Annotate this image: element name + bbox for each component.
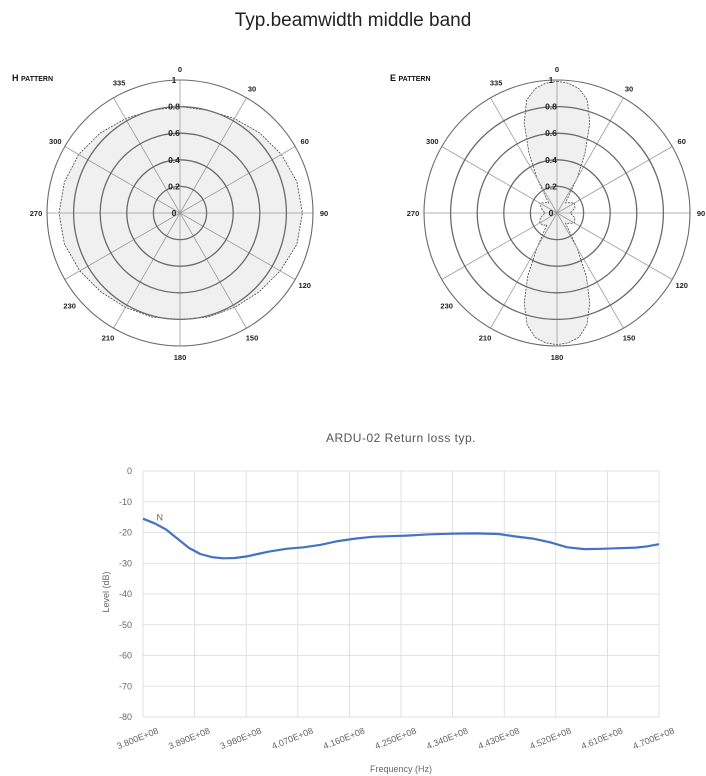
e-angle-tick: 90 — [697, 209, 705, 218]
e-angle-tick: 335 — [490, 78, 503, 87]
h-spoke — [179, 97, 247, 214]
h-pattern-label: H PATTERN — [12, 73, 53, 83]
y-tick-label: -60 — [119, 651, 132, 661]
h-spoke — [179, 212, 247, 329]
h-angle-tick: 120 — [298, 281, 311, 290]
e-angle-tick: 0 — [555, 65, 559, 74]
marker-annotation: N — [156, 512, 163, 522]
y-tick-label: -80 — [119, 712, 132, 722]
h-ring — [46, 79, 314, 347]
page-title: Typ.beamwidth middle band — [234, 10, 472, 31]
h-angle-tick: 0 — [178, 65, 182, 74]
e-spoke — [556, 97, 624, 214]
y-tick-label: -40 — [119, 589, 132, 599]
h-ring — [99, 132, 261, 294]
e-angle-tick: 230 — [440, 302, 453, 311]
e-angle-tick: 210 — [479, 334, 492, 343]
h-angle-tick: 210 — [102, 334, 115, 343]
h-spoke — [64, 212, 181, 280]
e-radial-label: 1 — [549, 75, 554, 85]
e-spoke — [556, 212, 673, 280]
x-tick-label: 4.520E+08 — [528, 726, 572, 752]
h-angle-tick: 30 — [248, 84, 256, 93]
e-radial-label: 0.8 — [545, 102, 557, 112]
e-angle-tick: 270 — [407, 209, 420, 218]
h-radial-label: 1 — [172, 75, 177, 85]
h-ring — [152, 185, 208, 241]
x-tick-label: 4.340E+08 — [425, 726, 469, 752]
y-tick-label: -20 — [119, 528, 132, 538]
h-spoke — [64, 146, 181, 214]
e-spoke — [441, 146, 558, 214]
e-angle-tick: 150 — [623, 334, 636, 343]
e-ring — [476, 132, 638, 294]
return-loss-title: ARDU-02 Return loss typ. — [326, 431, 476, 445]
h-ring — [126, 159, 234, 267]
y-tick-label: -10 — [119, 497, 132, 507]
h-angle-tick: 300 — [49, 137, 62, 146]
h-spoke — [113, 212, 181, 329]
h-angle-tick: 270 — [30, 209, 43, 218]
y-tick-label: 0 — [127, 466, 132, 476]
e-radial-label: 0.2 — [545, 181, 557, 191]
x-tick-label: 4.250E+08 — [373, 726, 417, 752]
x-tick-label: 4.070E+08 — [270, 726, 314, 752]
y-tick-label: -50 — [119, 620, 132, 630]
x-tick-label: 4.430E+08 — [477, 726, 521, 752]
x-axis-label: Frequency (Hz) — [370, 764, 432, 774]
e-radial-label: 0.4 — [545, 155, 557, 165]
e-ring — [423, 79, 691, 347]
e-pattern-label: E PATTERN — [390, 73, 431, 83]
e-radial-label: 0.6 — [545, 128, 557, 138]
e-pattern-label-suffix: PATTERN — [399, 76, 431, 83]
x-tick-label: 3.980E+08 — [219, 726, 263, 752]
h-radial-label: 0.4 — [168, 155, 180, 165]
h-pattern-label-main: H — [12, 73, 19, 83]
y-axis-label: Level (dB) — [101, 571, 111, 612]
h-pattern-chart: H PATTERN 00.20.40.60.810306090120150180… — [12, 65, 328, 362]
h-radial-label: 0.8 — [168, 102, 180, 112]
h-radial-label: 0 — [172, 208, 177, 218]
x-tick-label: 3.800E+08 — [115, 726, 159, 752]
e-spoke — [556, 146, 673, 214]
h-spoke — [113, 97, 181, 214]
h-radial-label: 0.6 — [168, 128, 180, 138]
e-angle-tick: 300 — [426, 137, 439, 146]
h-angle-tick: 150 — [246, 334, 259, 343]
e-spoke — [490, 212, 558, 329]
h-angle-tick: 180 — [174, 353, 187, 362]
e-spoke — [490, 97, 558, 214]
e-angle-tick: 30 — [625, 84, 633, 93]
h-pattern-label-suffix: PATTERN — [21, 76, 53, 83]
h-spoke — [179, 212, 296, 280]
h-ring — [72, 105, 288, 321]
e-pattern-chart: E PATTERN 00.20.40.60.810306090120150180… — [390, 65, 705, 362]
h-angle-tick: 335 — [113, 78, 126, 87]
h-spoke — [179, 146, 296, 214]
h-angle-tick: 230 — [63, 302, 76, 311]
e-angle-tick: 180 — [551, 353, 564, 362]
return-loss-series — [142, 517, 660, 560]
e-spoke — [556, 212, 624, 329]
y-tick-label: -30 — [119, 558, 132, 568]
e-radial-label: 0 — [549, 208, 554, 218]
x-tick-label: 4.160E+08 — [322, 726, 366, 752]
return-loss-chart: ARDU-02 Return loss typ. Frequency (Hz) … — [101, 431, 676, 774]
x-tick-label: 3.890E+08 — [167, 726, 211, 752]
h-radial-label: 0.2 — [168, 181, 180, 191]
h-angle-tick: 90 — [320, 209, 328, 218]
y-tick-label: -70 — [119, 681, 132, 691]
e-ring — [503, 159, 611, 267]
e-angle-tick: 120 — [675, 281, 688, 290]
e-angle-tick: 60 — [678, 137, 686, 146]
e-pattern-label-main: E — [390, 73, 396, 83]
e-spoke — [441, 212, 558, 280]
h-angle-tick: 60 — [301, 137, 309, 146]
x-tick-label: 4.700E+08 — [631, 726, 675, 752]
e-ring — [449, 105, 665, 321]
e-ring — [529, 185, 585, 241]
x-tick-label: 4.610E+08 — [580, 726, 624, 752]
